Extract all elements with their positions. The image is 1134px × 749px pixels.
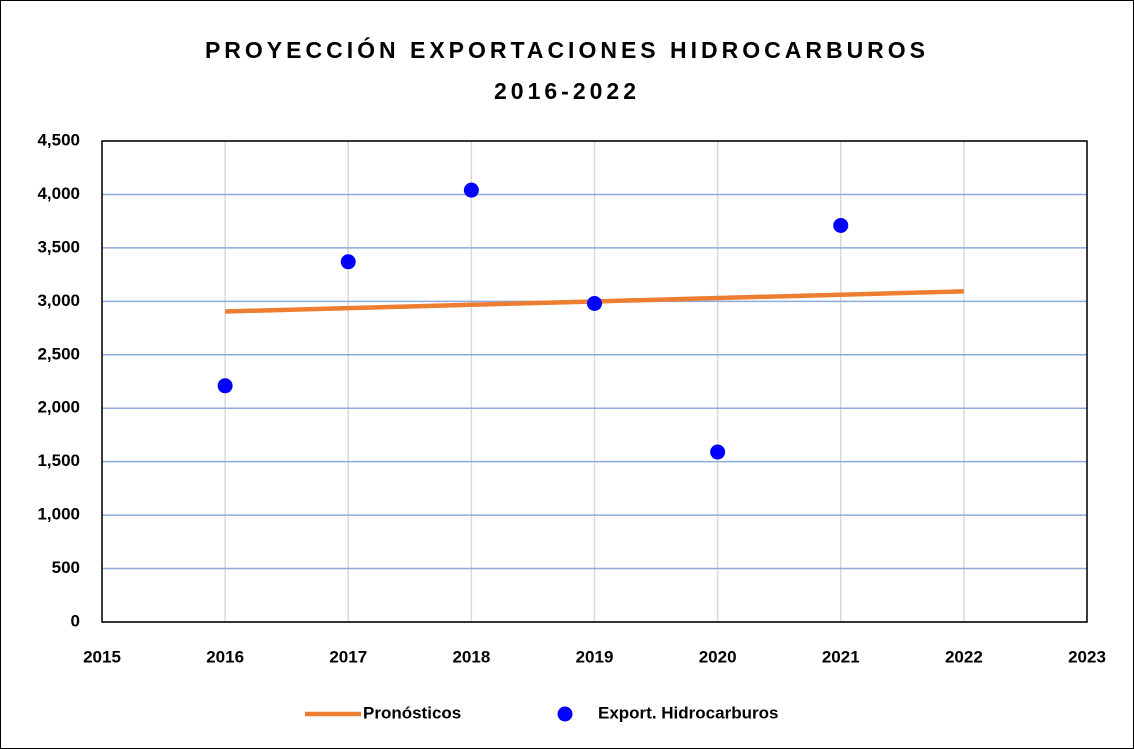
scatter-point xyxy=(587,295,602,311)
x-tick-label: 2018 xyxy=(452,647,490,666)
scatter-point xyxy=(340,254,356,270)
y-tick-label: 3,500 xyxy=(37,237,80,256)
chart-title: PROYECCIÓN EXPORTACIONES HIDROCARBUROS xyxy=(205,36,929,63)
y-tick-label: 1,000 xyxy=(37,505,80,524)
y-tick-label: 1,500 xyxy=(37,451,80,470)
y-tick-label: 4,500 xyxy=(37,130,80,149)
x-tick-label: 2020 xyxy=(699,647,737,666)
plot-border xyxy=(101,140,1088,623)
legend-swatch xyxy=(557,706,573,722)
scatter-point xyxy=(833,217,849,233)
x-tick-label: 2019 xyxy=(576,647,614,666)
scatter-point xyxy=(217,378,233,394)
x-tick-label: 2015 xyxy=(83,647,121,666)
x-tick-label: 2022 xyxy=(945,647,983,666)
legend-label: Export. Hidrocarburos xyxy=(598,703,778,722)
x-tick-label: 2017 xyxy=(329,647,367,666)
y-tick-label: 4,000 xyxy=(37,184,80,203)
y-tick-label: 0 xyxy=(71,611,80,630)
legend-label: Pronósticos xyxy=(363,703,461,722)
chart-subtitle: 2016-2022 xyxy=(494,78,640,104)
scatter-point xyxy=(463,182,479,198)
x-tick-label: 2021 xyxy=(822,647,860,666)
x-tick-label: 2016 xyxy=(206,647,244,666)
y-tick-label: 3,000 xyxy=(37,291,80,310)
x-tick-label: 2023 xyxy=(1068,647,1106,666)
y-tick-label: 2,500 xyxy=(37,344,80,363)
y-tick-label: 2,000 xyxy=(37,398,80,417)
y-tick-label: 500 xyxy=(52,558,80,577)
scatter-point xyxy=(710,444,726,460)
